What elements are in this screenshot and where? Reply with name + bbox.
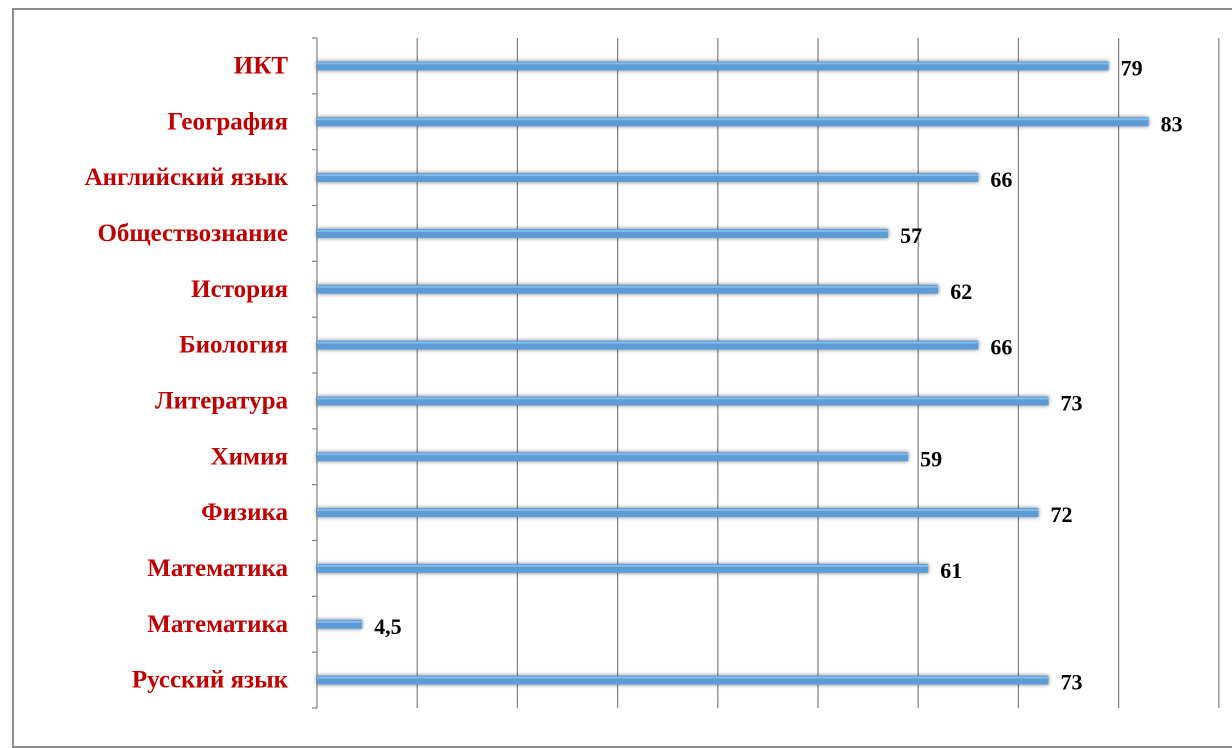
category-label: Русский язык: [132, 667, 289, 694]
value-label: 79: [1121, 55, 1143, 80]
bar-highlight: [317, 620, 363, 623]
bar: [317, 675, 1049, 685]
bar: [317, 284, 939, 294]
bar-highlight: [317, 564, 929, 567]
bar: [317, 228, 889, 238]
value-label: 73: [1060, 670, 1082, 695]
category-label: Литература: [155, 387, 289, 414]
bar: [317, 117, 1149, 127]
bar-highlight: [317, 118, 1149, 121]
category-label: Английский язык: [85, 164, 289, 191]
gridlines: [416, 38, 1220, 708]
category-label: ИКТ: [234, 52, 289, 79]
category-label: География: [167, 108, 288, 135]
value-labels: 79 83 66 57 62 66 73 59 72 61 4,5 73: [374, 55, 1183, 694]
category-label: Математика: [147, 555, 288, 582]
bar: [317, 452, 909, 462]
value-label: 73: [1060, 390, 1082, 415]
category-label: Физика: [201, 499, 288, 526]
bar-highlight: [317, 509, 1039, 512]
bar: [317, 508, 1039, 518]
value-label: 72: [1050, 502, 1072, 527]
category-label: Математика: [147, 611, 288, 638]
value-label: 83: [1161, 111, 1183, 136]
category-label: История: [191, 276, 288, 303]
bar: [317, 396, 1049, 406]
category-labels: ИКТ География Английский язык Обществознани…: [85, 52, 289, 693]
category-label: Химия: [211, 443, 288, 470]
bar-highlight: [317, 229, 889, 232]
bar-highlight: [317, 676, 1049, 679]
bar: [317, 173, 979, 183]
bar: [317, 340, 979, 350]
bar-chart: ИКТ География Английский язык Обществознани…: [85, 37, 1220, 709]
bar-highlight: [317, 62, 1109, 65]
value-label: 4,5: [374, 614, 402, 639]
value-label: 59: [920, 446, 942, 471]
value-label: 62: [950, 279, 972, 304]
value-label: 61: [940, 558, 962, 583]
bar-highlight: [317, 174, 979, 177]
value-label: 66: [990, 167, 1012, 192]
bar-highlight: [317, 285, 939, 288]
category-label: Обществознание: [97, 220, 288, 247]
bar-highlight: [317, 397, 1049, 400]
bars: [317, 61, 1149, 685]
category-axis: [312, 37, 318, 709]
bar-highlight: [317, 453, 909, 456]
bar: [317, 619, 363, 629]
bar-highlight: [317, 341, 979, 344]
category-label: Биология: [179, 332, 288, 359]
value-label: 57: [900, 223, 922, 248]
value-label: 66: [990, 335, 1012, 360]
bar: [317, 563, 929, 573]
bar: [317, 61, 1109, 71]
